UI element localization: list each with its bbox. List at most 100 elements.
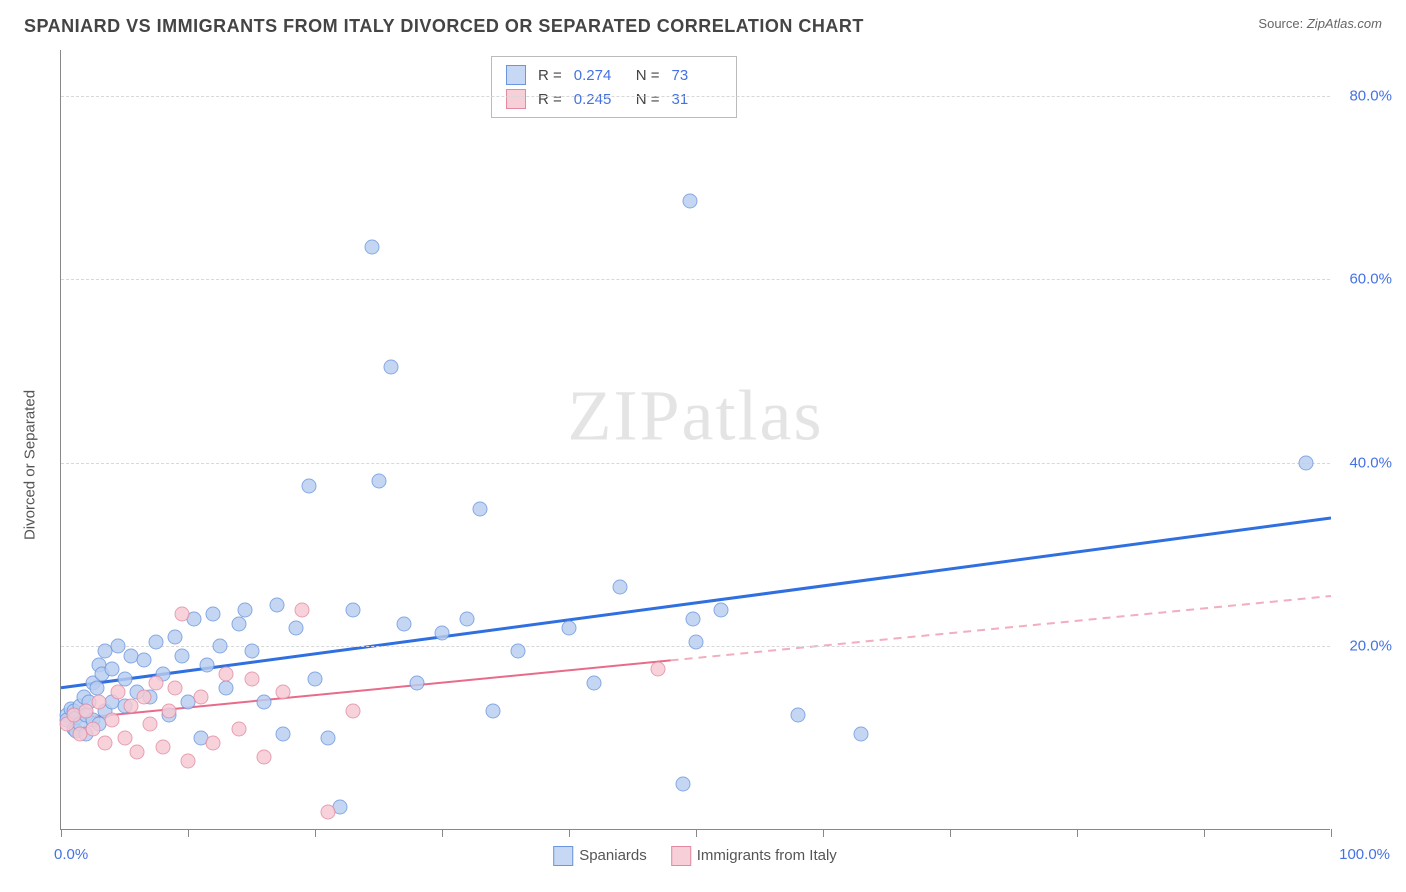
data-point — [79, 703, 94, 718]
data-point — [206, 735, 221, 750]
data-point — [365, 240, 380, 255]
data-point — [104, 712, 119, 727]
swatch-icon — [506, 65, 526, 85]
watermark: ZIPatlas — [568, 375, 824, 458]
x-axis-max-label: 100.0% — [1339, 846, 1390, 863]
data-point — [409, 676, 424, 691]
swatch-icon — [553, 846, 573, 866]
data-point — [136, 653, 151, 668]
data-point — [320, 731, 335, 746]
x-tick — [950, 829, 951, 837]
data-point — [219, 680, 234, 695]
data-point — [193, 689, 208, 704]
data-point — [511, 644, 526, 659]
data-point — [85, 722, 100, 737]
x-axis-min-label: 0.0% — [54, 846, 88, 863]
data-point — [854, 726, 869, 741]
data-point — [346, 602, 361, 617]
swatch-icon — [671, 846, 691, 866]
data-point — [168, 680, 183, 695]
data-point — [168, 630, 183, 645]
data-point — [686, 611, 701, 626]
y-tick-label: 40.0% — [1349, 454, 1392, 471]
data-point — [1298, 455, 1313, 470]
data-point — [295, 602, 310, 617]
data-point — [790, 708, 805, 723]
data-point — [396, 616, 411, 631]
data-point — [257, 694, 272, 709]
data-point — [371, 474, 386, 489]
x-tick — [1204, 829, 1205, 837]
data-point — [161, 703, 176, 718]
data-point — [92, 694, 107, 709]
gridline — [61, 463, 1330, 464]
data-point — [269, 598, 284, 613]
data-point — [206, 607, 221, 622]
gridline — [61, 279, 1330, 280]
data-point — [435, 625, 450, 640]
scatter-plot: ZIPatlas R = 0.274 N = 73 R = 0.245 N = … — [60, 50, 1330, 830]
stats-row: R = 0.274 N = 73 — [506, 63, 722, 87]
x-tick — [1077, 829, 1078, 837]
data-point — [384, 359, 399, 374]
data-point — [219, 667, 234, 682]
data-point — [587, 676, 602, 691]
data-point — [689, 634, 704, 649]
data-point — [301, 478, 316, 493]
data-point — [174, 607, 189, 622]
x-tick — [823, 829, 824, 837]
data-point — [288, 621, 303, 636]
data-point — [562, 621, 577, 636]
y-tick-label: 80.0% — [1349, 87, 1392, 104]
data-point — [98, 735, 113, 750]
data-point — [320, 804, 335, 819]
data-point — [231, 616, 246, 631]
data-point — [308, 671, 323, 686]
data-point — [212, 639, 227, 654]
data-point — [149, 634, 164, 649]
series-legend: Spaniards Immigrants from Italy — [553, 846, 837, 866]
x-tick — [188, 829, 189, 837]
swatch-icon — [506, 89, 526, 109]
data-point — [200, 657, 215, 672]
data-point — [174, 648, 189, 663]
data-point — [346, 703, 361, 718]
data-point — [714, 602, 729, 617]
data-point — [244, 644, 259, 659]
y-tick-label: 60.0% — [1349, 271, 1392, 288]
x-tick — [315, 829, 316, 837]
data-point — [117, 731, 132, 746]
data-point — [149, 676, 164, 691]
data-point — [676, 777, 691, 792]
trend-lines — [61, 50, 1331, 830]
data-point — [123, 699, 138, 714]
data-point — [276, 726, 291, 741]
y-tick-label: 20.0% — [1349, 638, 1392, 655]
data-point — [130, 745, 145, 760]
y-axis-label: Divorced or Separated — [22, 390, 39, 540]
x-tick — [61, 829, 62, 837]
data-point — [485, 703, 500, 718]
legend-item: Immigrants from Italy — [671, 846, 837, 866]
legend-item: Spaniards — [553, 846, 647, 866]
data-point — [682, 194, 697, 209]
data-point — [238, 602, 253, 617]
data-point — [460, 611, 475, 626]
data-point — [181, 754, 196, 769]
data-point — [257, 749, 272, 764]
data-point — [155, 740, 170, 755]
x-tick — [1331, 829, 1332, 837]
data-point — [89, 680, 104, 695]
data-point — [136, 689, 151, 704]
data-point — [276, 685, 291, 700]
data-point — [231, 722, 246, 737]
data-point — [117, 671, 132, 686]
data-point — [612, 579, 627, 594]
x-tick — [569, 829, 570, 837]
source-attribution: Source: ZipAtlas.com — [1258, 16, 1382, 31]
stats-row: R = 0.245 N = 31 — [506, 87, 722, 111]
x-tick — [696, 829, 697, 837]
data-point — [111, 685, 126, 700]
data-point — [650, 662, 665, 677]
x-axis: 0.0% Spaniards Immigrants from Italy 100… — [60, 840, 1330, 870]
